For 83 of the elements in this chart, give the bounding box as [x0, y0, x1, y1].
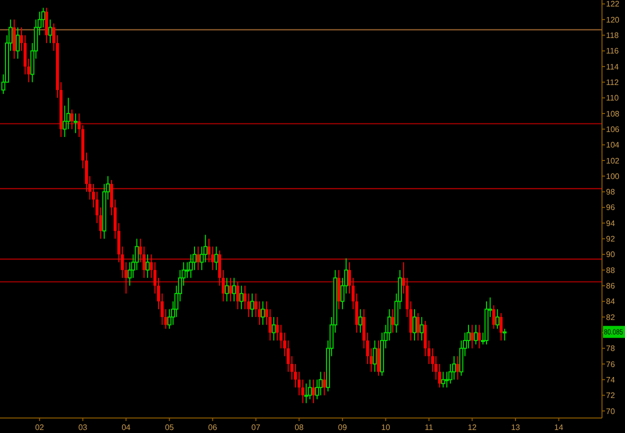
y-tick-label: 114 [606, 62, 620, 72]
candlestick [250, 293, 254, 318]
x-tick-label: 02 [35, 423, 45, 432]
candlestick [78, 113, 81, 138]
candlestick [146, 254, 150, 278]
candlestick [452, 356, 456, 380]
candlestick [372, 340, 377, 372]
y-tick-label: 84 [606, 297, 616, 306]
candlestick [222, 270, 225, 302]
candlestick [500, 312, 503, 342]
candlestick [441, 371, 446, 388]
y-tick-label: 116 [606, 46, 620, 56]
candlestick [409, 300, 412, 342]
candlestick [358, 308, 362, 334]
y-tick-label: 92 [606, 234, 616, 244]
candlestick [224, 277, 229, 302]
candlestick [492, 304, 496, 330]
candlestick [272, 316, 276, 342]
x-tick-label: 12 [468, 423, 478, 432]
candlestick [48, 19, 52, 44]
candlestick [218, 250, 222, 286]
candlestick [470, 324, 474, 349]
y-tick-label: 110 [606, 94, 620, 103]
x-tick-label: 09 [338, 423, 348, 432]
candlestick [322, 371, 326, 396]
x-tick-label: 05 [164, 423, 174, 432]
x-tick-label: 10 [381, 423, 391, 432]
candlestick [478, 324, 481, 349]
y-tick-label: 100 [606, 172, 620, 181]
x-tick-label: 06 [208, 423, 218, 432]
candlestick [474, 324, 478, 345]
y-tick-label: 120 [606, 15, 620, 24]
candlestick [412, 308, 416, 342]
x-tick-label: 08 [294, 423, 304, 432]
candlestick [229, 277, 232, 302]
candlestick [239, 285, 244, 310]
candlestick [236, 281, 240, 310]
y-tick-label: 90 [606, 250, 616, 260]
candlestick [70, 109, 74, 130]
y-tick-label: 122 [606, 0, 620, 9]
candlestick [416, 312, 420, 342]
y-tick-label: 106 [606, 124, 620, 134]
candlestick [376, 340, 380, 376]
candlestick [232, 277, 236, 302]
candlestick [301, 379, 304, 404]
candlestick [312, 379, 315, 404]
y-tick-label: 70 [606, 406, 616, 416]
candlestick [456, 356, 460, 380]
y-tick-label: 82 [606, 312, 616, 322]
y-tick-label: 78 [606, 344, 616, 354]
candlestick [45, 7, 48, 44]
y-tick-label: 98 [606, 188, 616, 197]
candlestick [16, 26, 20, 60]
x-tick-label: 11 [424, 423, 434, 432]
candlestick [260, 300, 265, 326]
candlestick [495, 308, 500, 330]
y-tick-label: 72 [606, 391, 616, 400]
candlestick [391, 308, 394, 334]
candlestick [74, 113, 78, 134]
x-tick-label: 03 [78, 423, 88, 432]
y-tick-label: 76 [606, 360, 616, 369]
y-tick-label: 104 [606, 140, 620, 150]
y-tick-label: 96 [606, 203, 616, 212]
y-tick-label: 88 [606, 266, 616, 275]
candlestick [196, 246, 200, 271]
candlestick [12, 19, 16, 60]
candlestick [308, 379, 312, 400]
x-tick-label: 14 [554, 423, 564, 432]
y-tick-label: 94 [606, 218, 616, 228]
y-tick-label: 74 [606, 375, 616, 384]
y-tick-label: 112 [606, 78, 620, 87]
candlestick [304, 383, 308, 404]
x-tick-label: 04 [122, 423, 132, 432]
y-tick-label: 102 [606, 156, 620, 166]
x-tick-label: 07 [251, 423, 261, 432]
y-tick-label: 86 [606, 282, 616, 291]
candlestick [502, 328, 507, 342]
candlestick [318, 371, 323, 396]
candlestick [420, 316, 424, 342]
y-tick-label: 118 [606, 31, 620, 40]
y-tick-label: 108 [606, 109, 620, 118]
candlestick [337, 270, 340, 310]
x-tick-label: 13 [511, 423, 521, 432]
